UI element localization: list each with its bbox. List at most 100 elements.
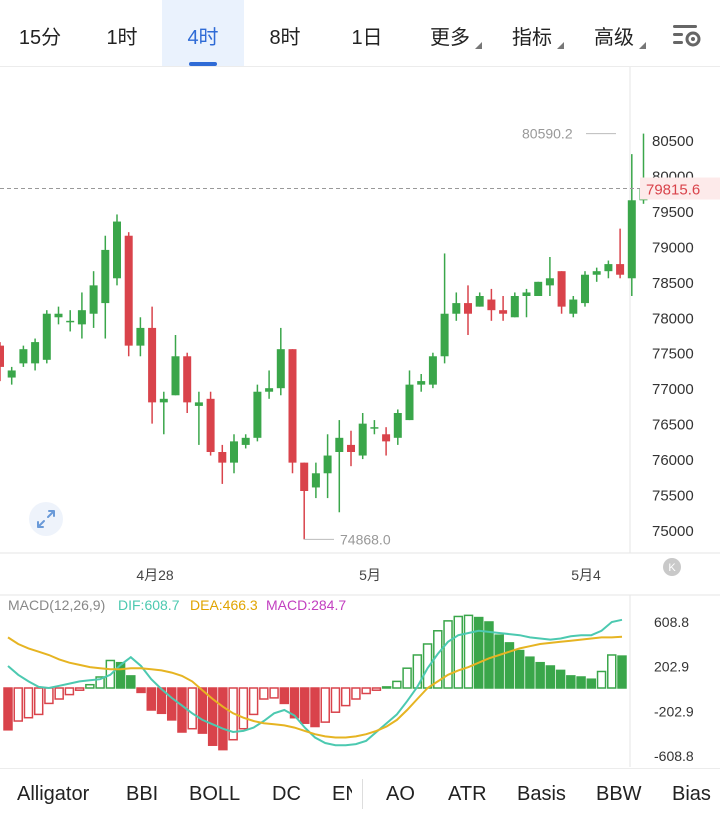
indicator-alligator[interactable]: Alligator	[17, 783, 90, 805]
macd-title: MACD(12,26,9)	[8, 597, 105, 613]
macd-histogram-bar	[207, 687, 218, 746]
tab-label: 高级	[594, 27, 634, 49]
macd-histogram-bar	[473, 616, 484, 689]
price-tick-label: 80500	[652, 133, 694, 150]
time-tick-label: 5月4	[571, 567, 601, 583]
price-tick-label: 79000	[652, 239, 694, 256]
macd-histogram-bar	[381, 686, 392, 689]
candle	[101, 249, 110, 304]
low-price-marker: 74868.0	[340, 531, 391, 547]
macd-histogram-bar	[64, 687, 75, 696]
indicator-en[interactable]: EN	[332, 783, 352, 805]
macd-dea-line	[7, 635, 623, 739]
candle	[265, 388, 274, 392]
macd-histogram-bar	[95, 676, 105, 689]
macd-value-label: MACD:284.7	[266, 597, 346, 613]
candle	[54, 313, 63, 318]
candle	[557, 271, 566, 307]
macd-histogram-bar	[136, 687, 146, 694]
candle	[487, 299, 496, 311]
macd-histogram-bar	[126, 675, 136, 689]
tab-indicators-dropdown[interactable]: 指标	[510, 0, 564, 66]
macd-histogram-bar	[453, 615, 464, 689]
macd-histogram-bar	[23, 687, 34, 719]
macd-dif-line	[7, 618, 623, 747]
indicator-bias[interactable]: Bias	[672, 783, 711, 805]
indicator-atr[interactable]: ATR	[448, 783, 487, 805]
macd-histogram-bar	[586, 678, 597, 689]
time-tick-label: 5月	[359, 567, 381, 583]
macd-histogram-bar	[218, 687, 228, 751]
indicator-bbi[interactable]: BBI	[126, 783, 159, 805]
tab-1hour[interactable]: 1时	[86, 0, 158, 66]
macd-histogram-bar	[320, 687, 330, 723]
candle	[113, 221, 121, 279]
candle	[300, 462, 309, 491]
indicator-ao[interactable]: AO	[386, 783, 415, 805]
macd-histogram-bar	[340, 687, 351, 707]
tab-label: 1时	[106, 27, 138, 49]
tab-label: 8时	[269, 27, 301, 49]
macd-histogram-bar	[177, 687, 187, 733]
price-tick-label: 76000	[652, 452, 694, 469]
candle	[545, 278, 554, 286]
candle	[627, 200, 636, 279]
macd-tick-label: 608.8	[654, 614, 689, 630]
indicator-boll[interactable]: BOLL	[189, 783, 241, 805]
tab-advanced-dropdown[interactable]: 高级	[592, 0, 646, 66]
candle	[276, 349, 285, 389]
chart-settings-icon[interactable]	[670, 18, 704, 52]
macd-histogram-bar	[248, 687, 259, 716]
candle	[522, 292, 531, 296]
tab-label: 更多	[430, 27, 470, 49]
macd-dif-label: DIF:608.7	[118, 597, 180, 613]
candle	[89, 285, 98, 314]
tab-8hour[interactable]: 8时	[250, 0, 320, 66]
tab-more-dropdown[interactable]: 更多	[428, 0, 482, 66]
macd-histogram-bar	[504, 642, 515, 689]
candle	[569, 299, 578, 314]
tab-1day[interactable]: 1日	[332, 0, 402, 66]
candle	[31, 342, 40, 364]
price-tick-label: 77500	[652, 346, 694, 363]
candle	[393, 413, 402, 438]
candle	[311, 473, 320, 488]
candle	[253, 391, 262, 438]
candle	[218, 452, 227, 463]
macd-histogram-bar	[443, 620, 453, 689]
macd-histogram-bar	[197, 687, 208, 734]
tab-15min[interactable]: 15分	[8, 0, 72, 66]
indicator-bar: Alligator BBI BOLL DC EN AO ATR Basis BB…	[0, 768, 720, 817]
macd-dea-label: DEA:466.3	[190, 597, 258, 613]
indicator-divider	[362, 779, 363, 809]
dropdown-triangle-icon	[639, 42, 646, 49]
macd-histogram-bar	[259, 687, 269, 700]
macd-histogram-bar	[44, 687, 54, 705]
macd-histogram-bar	[545, 665, 556, 689]
candle	[428, 356, 437, 385]
price-chart[interactable]: 8050080000795007900078500780007750077000…	[0, 67, 720, 767]
macd-histogram-bar	[596, 670, 607, 689]
macd-histogram-bar	[555, 669, 566, 689]
candle	[440, 313, 449, 357]
macd-histogram-bar	[13, 687, 23, 722]
candle	[592, 271, 601, 275]
macd-histogram-bar	[535, 661, 545, 689]
macd-histogram-bar	[300, 687, 310, 724]
tab-4hour[interactable]: 4时	[162, 0, 244, 66]
candle	[370, 427, 379, 429]
candle	[604, 264, 613, 272]
candle	[77, 310, 86, 325]
scroll-to-latest-icon[interactable]: K	[663, 558, 681, 576]
indicator-dc[interactable]: DC	[272, 783, 301, 805]
indicator-basis[interactable]: Basis	[517, 783, 566, 805]
macd-histogram-bar	[238, 687, 249, 730]
candle	[581, 274, 589, 304]
macd-histogram-bar	[310, 687, 320, 728]
indicator-bbw[interactable]: BBW	[596, 783, 642, 805]
expand-icon[interactable]	[29, 502, 63, 536]
macd-histogram-bar	[115, 661, 126, 689]
macd-histogram-bar	[3, 687, 13, 731]
macd-histogram-bar	[279, 687, 290, 705]
candle	[382, 434, 391, 442]
